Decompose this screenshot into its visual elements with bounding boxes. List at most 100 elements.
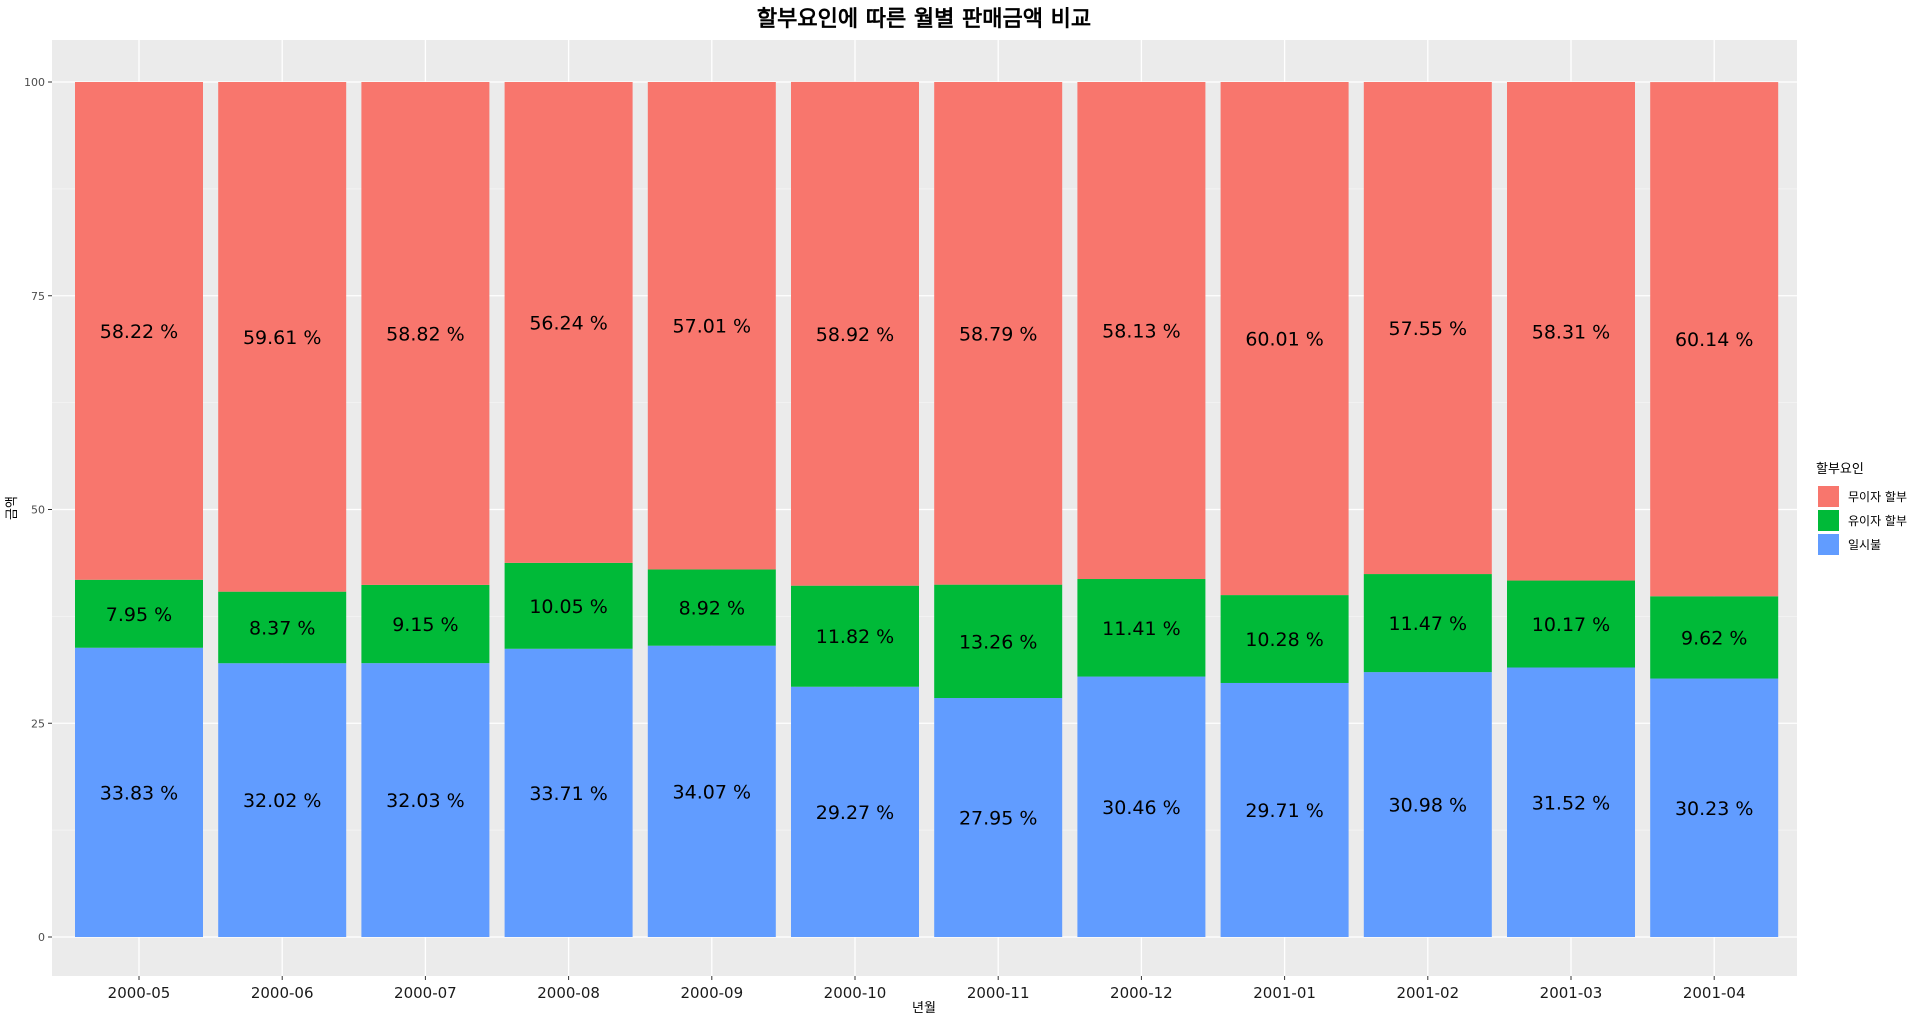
y-tick-label: 0 [38, 931, 45, 944]
x-tick-label: 2000-11 [967, 984, 1030, 1002]
data-label: 58.31 % [1532, 321, 1611, 343]
data-label: 27.95 % [959, 808, 1038, 830]
x-tick-label: 2001-04 [1683, 984, 1746, 1002]
bar-segment [791, 585, 919, 687]
legend-label: 일시불 [1848, 538, 1881, 552]
bar-segment [218, 591, 347, 664]
data-label: 56.24 % [529, 312, 608, 334]
data-label: 34.07 % [673, 781, 752, 803]
data-label: 58.92 % [816, 324, 895, 346]
data-label: 9.15 % [392, 614, 458, 636]
data-label: 60.01 % [1245, 329, 1324, 351]
data-label: 57.55 % [1389, 318, 1468, 340]
x-axis-title: 년월 [912, 1001, 936, 1016]
x-tick-label: 2000-08 [537, 984, 600, 1002]
bar-segment [934, 698, 1063, 937]
data-label: 10.28 % [1245, 629, 1324, 651]
bar-segment [361, 584, 490, 664]
bar-segment [1650, 82, 1779, 597]
legend-label: 유이자 할부 [1848, 514, 1907, 528]
bar-segment [218, 663, 347, 937]
x-tick-label: 2000-12 [1110, 984, 1173, 1002]
bar-labels: 33.83 % 7.95 % 58.22 % 32.02 % 8.37 % 59.61 %… [100, 312, 1754, 829]
bar-segment [647, 569, 776, 646]
data-label: 57.01 % [673, 316, 752, 338]
bars [75, 81, 1779, 937]
data-label: 11.82 % [816, 626, 895, 648]
bar-segment [75, 82, 203, 580]
y-axis: 0 25 50 75 100 [24, 76, 52, 944]
data-label: 11.41 % [1102, 618, 1181, 640]
data-label: 8.92 % [679, 598, 745, 620]
x-axis: 2000-05 2000-06 2000-07 2000-08 2000-09 2000-… [108, 976, 1746, 1002]
y-axis-title: 금액 [5, 496, 20, 520]
bar-segment [647, 645, 776, 937]
data-label: 30.46 % [1102, 797, 1181, 819]
bar-segment [75, 579, 203, 648]
x-tick-label: 2000-09 [680, 984, 743, 1002]
x-tick-label: 2000-06 [251, 984, 314, 1002]
data-label: 58.79 % [959, 323, 1038, 345]
data-label: 13.26 % [959, 631, 1038, 653]
bar-segment [218, 82, 347, 592]
bar-segment [647, 82, 776, 570]
data-label: 30.23 % [1675, 798, 1754, 820]
y-tick-label: 25 [31, 717, 45, 730]
x-tick-label: 2001-03 [1540, 984, 1603, 1002]
bar-segment [1363, 672, 1492, 937]
legend-key [1818, 510, 1839, 531]
data-label: 60.14 % [1675, 329, 1754, 351]
legend-key [1818, 534, 1839, 555]
bar-segment [1507, 580, 1635, 668]
chart-title: 할부요인에 따른 월별 판매금액 비교 [757, 7, 1091, 32]
x-tick-label: 2000-05 [108, 984, 171, 1002]
bar-segment [361, 663, 490, 937]
bar-segment [934, 82, 1063, 585]
data-label: 29.27 % [816, 802, 895, 824]
bar-segment [1077, 579, 1206, 677]
bar-segment [1650, 596, 1779, 679]
data-label: 58.13 % [1102, 321, 1181, 343]
bar-segment [1220, 682, 1349, 937]
data-label: 9.62 % [1681, 627, 1747, 649]
bar-segment [504, 562, 633, 649]
bar-segment [1077, 676, 1206, 937]
bar-segment [1363, 82, 1492, 575]
data-label: 32.03 % [386, 790, 465, 812]
y-tick-label: 100 [24, 76, 45, 89]
bar-segment [75, 647, 203, 937]
data-label: 29.71 % [1245, 800, 1324, 822]
bar-segment [1220, 595, 1349, 683]
data-label: 59.61 % [243, 327, 322, 349]
bar-segment [361, 82, 490, 585]
legend-title: 할부요인 [1816, 462, 1864, 477]
data-label: 10.05 % [529, 596, 608, 618]
x-tick-label: 2000-10 [824, 984, 887, 1002]
bar-segment [1077, 82, 1206, 580]
y-tick-label: 75 [31, 290, 45, 303]
data-label: 32.02 % [243, 790, 322, 812]
data-label: 33.83 % [100, 782, 179, 804]
legend-label: 무이자 할부 [1848, 490, 1907, 504]
data-label: 58.82 % [386, 323, 465, 345]
bar-segment [1507, 667, 1635, 937]
y-tick-label: 50 [31, 504, 45, 517]
data-label: 7.95 % [106, 604, 172, 626]
bar-segment [934, 584, 1063, 699]
bar-segment [791, 686, 919, 937]
bar-segment [504, 648, 633, 937]
data-label: 30.98 % [1389, 795, 1468, 817]
x-tick-label: 2001-02 [1396, 984, 1459, 1002]
data-label: 11.47 % [1389, 613, 1468, 635]
bar-segment [1650, 678, 1779, 937]
bar-segment [1507, 82, 1635, 581]
bar-segment [1220, 82, 1349, 596]
data-label: 31.52 % [1532, 792, 1611, 814]
data-label: 58.22 % [100, 321, 179, 343]
bar-segment [791, 81, 919, 586]
data-label: 8.37 % [249, 617, 315, 639]
bar-segment [1363, 574, 1492, 673]
